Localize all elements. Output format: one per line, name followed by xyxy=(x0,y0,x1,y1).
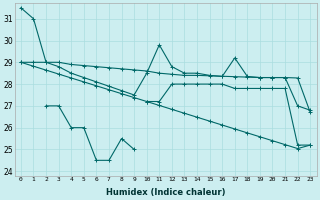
X-axis label: Humidex (Indice chaleur): Humidex (Indice chaleur) xyxy=(106,188,225,197)
